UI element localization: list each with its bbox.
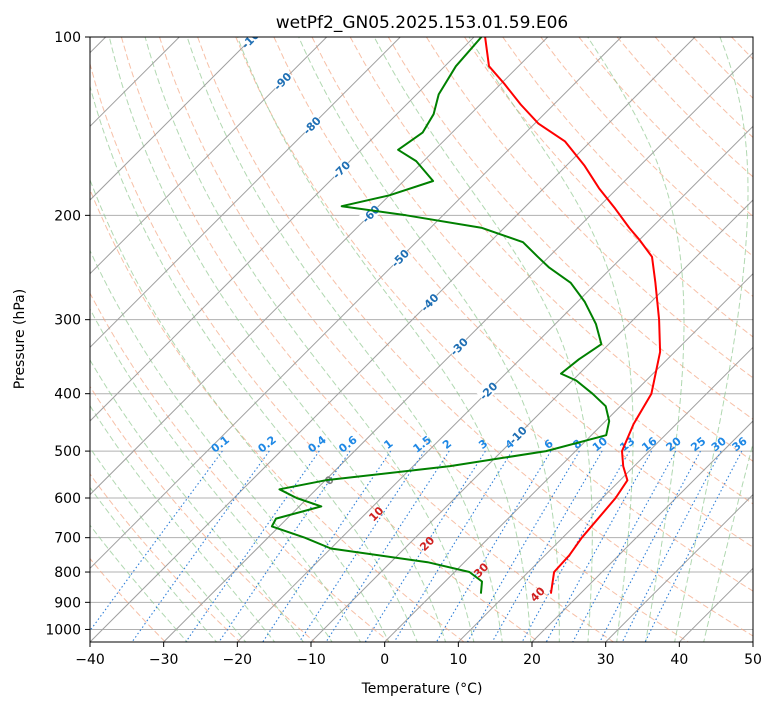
y-tick-label: 900	[54, 595, 81, 611]
y-tick-label: 500	[54, 444, 81, 460]
x-tick-label: 0	[380, 652, 389, 668]
x-tick-label: 40	[670, 652, 688, 668]
y-tick-label: 100	[54, 30, 81, 46]
y-tick-label: 600	[54, 491, 81, 507]
x-tick-label: 20	[523, 652, 541, 668]
y-tick-label: 400	[54, 387, 81, 403]
y-tick-label: 700	[54, 531, 81, 547]
x-axis-label: Temperature (°C)	[361, 681, 483, 697]
x-tick-label: 30	[597, 652, 615, 668]
y-tick-label: 200	[54, 208, 81, 224]
x-tick-label: 50	[744, 652, 762, 668]
chart-title: wetPf2_GN05.2025.153.01.59.E06	[276, 13, 568, 33]
x-tick-label: −10	[296, 652, 326, 668]
y-tick-label: 300	[54, 313, 81, 329]
y-tick-label: 800	[54, 565, 81, 581]
x-tick-label: −40	[75, 652, 105, 668]
y-axis-label: Pressure (hPa)	[12, 289, 28, 389]
x-tick-label: 10	[449, 652, 467, 668]
x-tick-label: −30	[149, 652, 179, 668]
y-tick-label: 1000	[45, 622, 81, 638]
x-tick-label: −20	[223, 652, 253, 668]
